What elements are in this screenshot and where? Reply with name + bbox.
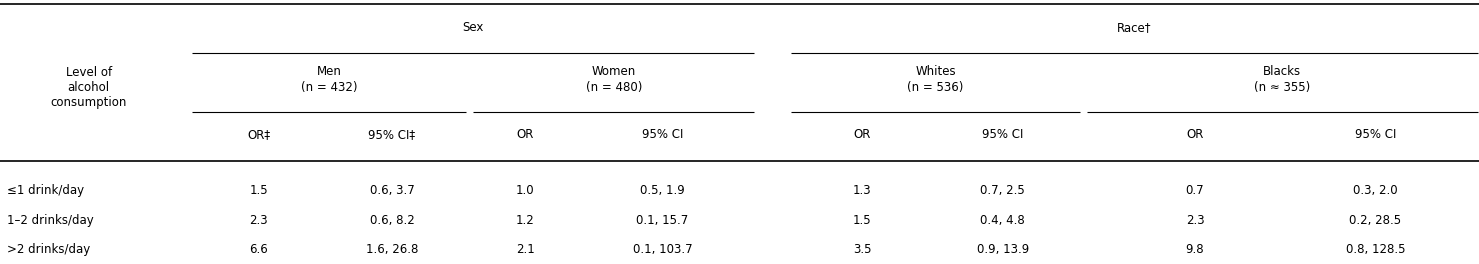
Text: 0.6, 8.2: 0.6, 8.2 (370, 214, 414, 227)
Text: 1.5: 1.5 (853, 214, 871, 227)
Text: 0.7: 0.7 (1186, 183, 1204, 197)
Text: 2.3: 2.3 (250, 214, 268, 227)
Text: 1.3: 1.3 (853, 183, 871, 197)
Text: 2.3: 2.3 (1186, 214, 1204, 227)
Text: Women
(n = 480): Women (n = 480) (586, 65, 642, 94)
Text: 1.5: 1.5 (250, 183, 268, 197)
Text: 95% CI: 95% CI (642, 128, 683, 141)
Text: 2.1: 2.1 (516, 243, 534, 256)
Text: OR: OR (516, 128, 534, 141)
Text: 0.2, 28.5: 0.2, 28.5 (1349, 214, 1402, 227)
Text: Whites
(n = 536): Whites (n = 536) (907, 65, 964, 94)
Text: 0.5, 1.9: 0.5, 1.9 (640, 183, 685, 197)
Text: 0.6, 3.7: 0.6, 3.7 (370, 183, 414, 197)
Text: 9.8: 9.8 (1186, 243, 1204, 256)
Text: 95% CI: 95% CI (1355, 128, 1396, 141)
Text: 3.5: 3.5 (853, 243, 871, 256)
Text: 0.1, 15.7: 0.1, 15.7 (636, 214, 689, 227)
Text: ≤1 drink/day: ≤1 drink/day (7, 183, 84, 197)
Text: OR: OR (1186, 128, 1204, 141)
Text: >2 drinks/day: >2 drinks/day (7, 243, 90, 256)
Text: 0.4, 4.8: 0.4, 4.8 (981, 214, 1025, 227)
Text: OR‡: OR‡ (247, 128, 271, 141)
Text: Level of
alcohol
consumption: Level of alcohol consumption (50, 66, 127, 109)
Text: 1.2: 1.2 (516, 214, 534, 227)
Text: 95% CI‡: 95% CI‡ (368, 128, 416, 141)
Text: Blacks
(n ≈ 355): Blacks (n ≈ 355) (1254, 65, 1310, 94)
Text: 0.3, 2.0: 0.3, 2.0 (1353, 183, 1398, 197)
Text: 0.8, 128.5: 0.8, 128.5 (1346, 243, 1405, 256)
Text: 1.6, 26.8: 1.6, 26.8 (365, 243, 419, 256)
Text: 1–2 drinks/day: 1–2 drinks/day (7, 214, 95, 227)
Text: Men
(n = 432): Men (n = 432) (300, 65, 358, 94)
Text: OR: OR (853, 128, 871, 141)
Text: Sex: Sex (463, 21, 484, 34)
Text: 0.9, 13.9: 0.9, 13.9 (976, 243, 1029, 256)
Text: Race†: Race† (1117, 21, 1152, 34)
Text: 95% CI: 95% CI (982, 128, 1023, 141)
Text: 1.0: 1.0 (516, 183, 534, 197)
Text: 0.7, 2.5: 0.7, 2.5 (981, 183, 1025, 197)
Text: 6.6: 6.6 (250, 243, 268, 256)
Text: 0.1, 103.7: 0.1, 103.7 (633, 243, 692, 256)
